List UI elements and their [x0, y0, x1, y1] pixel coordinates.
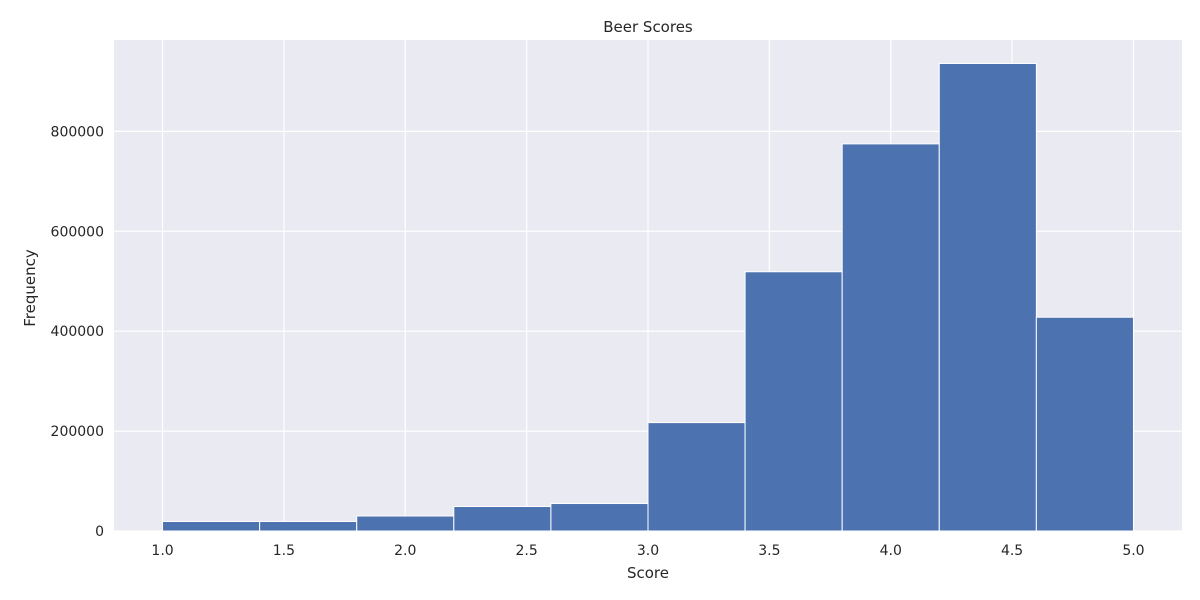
x-tick-label: 1.5 — [273, 543, 295, 559]
y-axis-ticks: 0 200000 400000 600000 800000 — [51, 124, 104, 540]
y-tick-label: 600000 — [51, 224, 104, 240]
x-tick-label: 4.5 — [1001, 543, 1023, 559]
y-tick-label: 0 — [95, 524, 104, 540]
y-tick-label: 800000 — [51, 124, 104, 140]
histogram-bar — [841, 143, 940, 532]
x-tick-label: 5.0 — [1122, 543, 1144, 559]
x-tick-label: 1.0 — [151, 543, 173, 559]
x-tick-label: 3.5 — [758, 543, 780, 559]
x-tick-label: 4.0 — [880, 543, 902, 559]
x-tick-label: 2.5 — [516, 543, 538, 559]
x-tick-label: 2.0 — [394, 543, 416, 559]
histogram-bar — [647, 422, 746, 532]
histogram-bar — [453, 506, 552, 532]
x-axis-label: Score — [627, 564, 669, 582]
histogram-bar — [259, 521, 358, 532]
histogram-bars — [162, 62, 1134, 532]
histogram-bar — [744, 271, 843, 532]
chart-title: Beer Scores — [603, 18, 693, 36]
y-axis-label: Frequency — [21, 249, 39, 327]
histogram-bar — [938, 62, 1037, 532]
histogram-bar — [356, 515, 455, 532]
y-tick-label: 200000 — [51, 424, 104, 440]
x-axis-ticks: 1.0 1.5 2.0 2.5 3.0 3.5 4.0 4.5 5.0 — [151, 543, 1144, 559]
y-tick-label: 400000 — [51, 324, 104, 340]
histogram-bar — [1035, 316, 1134, 532]
histogram-bar — [550, 503, 649, 532]
histogram-bar — [162, 521, 261, 532]
x-tick-label: 3.0 — [637, 543, 659, 559]
